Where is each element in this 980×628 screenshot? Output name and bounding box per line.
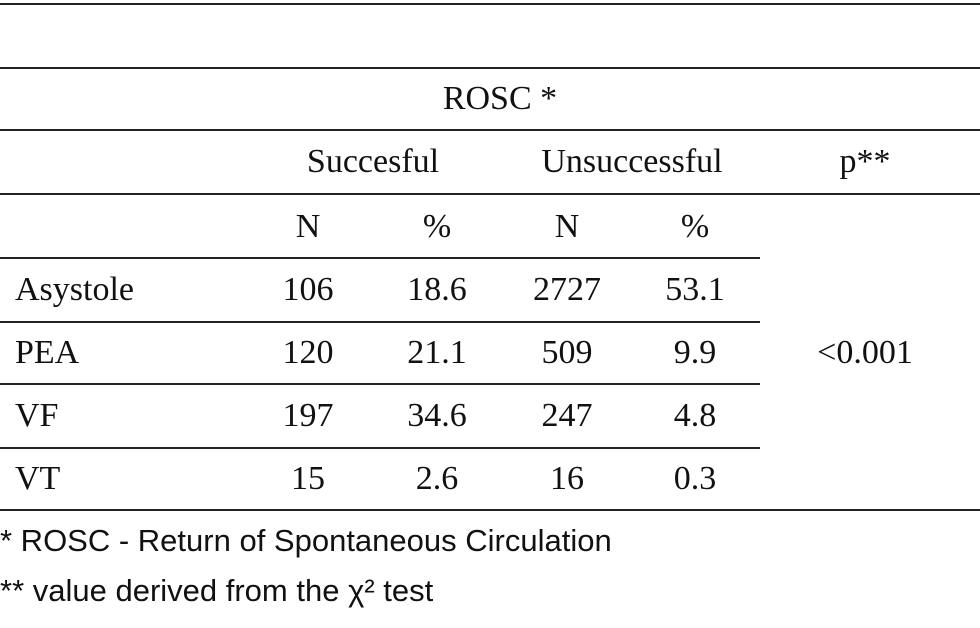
row-label: PEA <box>15 334 80 371</box>
p-value: <0.001 <box>817 334 913 371</box>
cell: 247 <box>542 397 593 434</box>
cell: 53.1 <box>665 271 725 308</box>
cell: 509 <box>542 334 593 371</box>
cell: 2727 <box>533 271 601 308</box>
group-header: Unsuccessful <box>541 143 722 180</box>
footnote: ** value derived from the χ² test <box>0 573 434 608</box>
group-header: Succesful <box>307 143 439 180</box>
table-title: ROSC * <box>443 80 557 117</box>
sub-header: % <box>423 208 451 245</box>
sub-header: N <box>296 208 321 245</box>
footnote: * ROSC - Return of Spontaneous Circulati… <box>0 523 612 558</box>
row-label: VT <box>15 460 61 497</box>
cell: 2.6 <box>416 460 459 497</box>
sub-header: % <box>681 208 709 245</box>
cell: 4.8 <box>674 397 717 434</box>
cell: 106 <box>283 271 334 308</box>
cell: 34.6 <box>407 397 467 434</box>
cell: 9.9 <box>674 334 717 371</box>
cell: 15 <box>291 460 325 497</box>
cell: 18.6 <box>407 271 467 308</box>
sub-header: N <box>555 208 580 245</box>
cell: 16 <box>550 460 584 497</box>
p-header: p** <box>840 143 891 180</box>
cell: 21.1 <box>407 334 467 371</box>
cell: 0.3 <box>674 460 717 497</box>
cell: 120 <box>283 334 334 371</box>
row-label: VF <box>15 397 58 434</box>
row-label: Asystole <box>15 271 134 308</box>
cell: 197 <box>283 397 334 434</box>
